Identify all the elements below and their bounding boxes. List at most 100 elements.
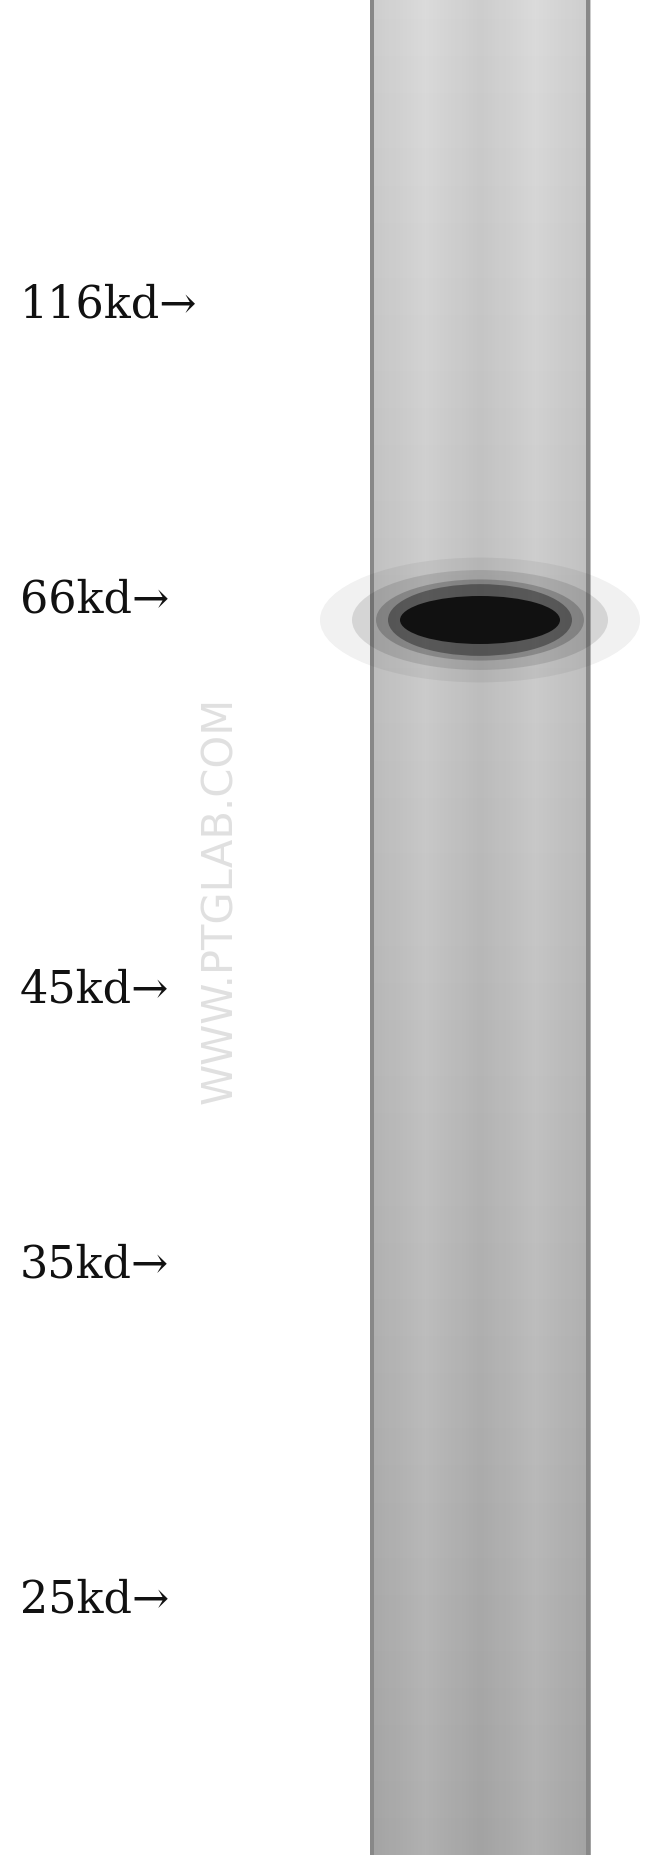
Bar — [477, 1280, 480, 1300]
Bar — [486, 1484, 488, 1504]
Bar — [446, 1428, 448, 1449]
Bar — [443, 74, 445, 95]
Bar — [582, 1169, 584, 1189]
Bar — [515, 1317, 518, 1337]
Bar — [408, 1094, 411, 1115]
Bar — [553, 835, 555, 855]
Bar — [434, 835, 436, 855]
Bar — [579, 1039, 581, 1059]
Bar — [391, 186, 393, 206]
Bar — [577, 1150, 578, 1171]
Bar — [477, 1261, 480, 1282]
Bar — [519, 464, 521, 484]
Bar — [510, 167, 513, 187]
Bar — [437, 612, 440, 633]
Bar — [489, 965, 492, 985]
Bar — [491, 1614, 493, 1634]
Bar — [378, 1651, 381, 1671]
Bar — [580, 1484, 583, 1504]
Bar — [370, 649, 590, 655]
Bar — [488, 148, 491, 169]
Bar — [462, 723, 465, 744]
Bar — [536, 1688, 539, 1708]
Bar — [488, 1150, 491, 1171]
Bar — [564, 223, 566, 243]
Bar — [425, 93, 428, 113]
Bar — [414, 1447, 417, 1467]
Bar — [560, 1465, 562, 1486]
Bar — [403, 1688, 406, 1708]
Bar — [463, 1447, 466, 1467]
Bar — [543, 1391, 545, 1412]
Bar — [523, 890, 525, 911]
Bar — [551, 1169, 554, 1189]
Bar — [549, 928, 551, 948]
Bar — [569, 19, 572, 39]
Bar — [486, 278, 488, 299]
Bar — [432, 1113, 434, 1133]
Bar — [380, 1558, 382, 1579]
Bar — [520, 1002, 522, 1022]
Bar — [408, 705, 411, 725]
Bar — [425, 186, 428, 206]
Bar — [430, 241, 433, 262]
Bar — [370, 798, 372, 818]
Bar — [446, 649, 448, 670]
Bar — [535, 519, 538, 540]
Bar — [377, 1614, 379, 1634]
Bar — [510, 575, 513, 595]
Bar — [465, 167, 467, 187]
Bar — [400, 1039, 402, 1059]
Bar — [531, 1076, 533, 1096]
Bar — [440, 723, 443, 744]
Bar — [546, 1391, 549, 1412]
Bar — [489, 723, 492, 744]
Bar — [436, 1354, 438, 1375]
Bar — [577, 111, 578, 132]
Bar — [539, 705, 541, 725]
Bar — [370, 950, 590, 957]
Bar — [487, 1298, 489, 1319]
Bar — [432, 779, 434, 800]
Bar — [553, 427, 555, 447]
Bar — [480, 1614, 482, 1634]
Bar — [415, 241, 418, 262]
Bar — [520, 130, 522, 150]
Bar — [437, 1224, 440, 1245]
Bar — [370, 186, 372, 206]
Bar — [458, 1632, 460, 1653]
Bar — [443, 1410, 445, 1430]
Bar — [553, 1688, 555, 1708]
Bar — [498, 631, 501, 651]
Bar — [497, 1762, 499, 1783]
Bar — [429, 1484, 432, 1504]
Bar — [515, 0, 518, 20]
Bar — [422, 1707, 424, 1727]
Bar — [380, 390, 382, 410]
Bar — [380, 1484, 382, 1504]
Bar — [418, 167, 421, 187]
Bar — [395, 148, 397, 169]
Bar — [525, 260, 528, 280]
Bar — [403, 1410, 406, 1430]
Bar — [545, 1410, 547, 1430]
Bar — [562, 835, 565, 855]
Bar — [382, 1836, 385, 1855]
Bar — [377, 167, 379, 187]
Bar — [429, 742, 432, 762]
Bar — [408, 1391, 411, 1412]
Bar — [411, 1577, 413, 1597]
Bar — [535, 427, 538, 447]
Bar — [546, 0, 549, 20]
Bar — [503, 1317, 506, 1337]
Bar — [586, 167, 588, 187]
Bar — [408, 1113, 411, 1133]
Bar — [419, 501, 422, 521]
Bar — [534, 835, 536, 855]
Bar — [446, 1410, 448, 1430]
Bar — [435, 167, 437, 187]
Bar — [560, 1781, 562, 1801]
Bar — [407, 835, 410, 855]
Bar — [499, 37, 502, 58]
Bar — [589, 946, 591, 966]
